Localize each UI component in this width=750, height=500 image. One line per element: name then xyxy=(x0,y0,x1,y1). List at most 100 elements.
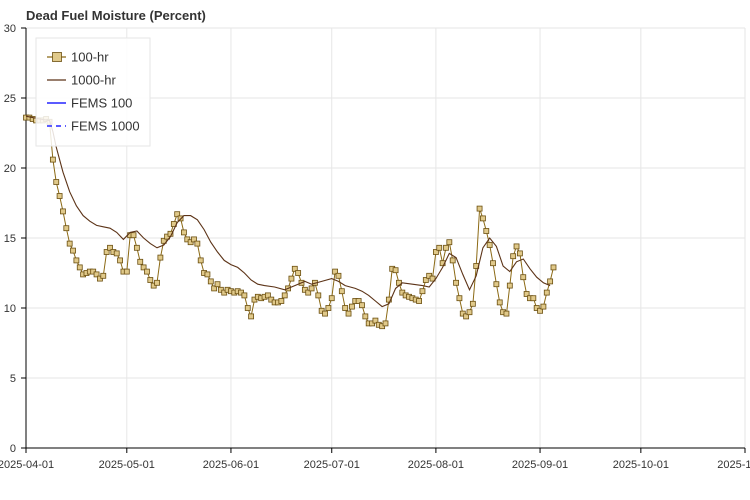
data-point xyxy=(332,268,339,275)
data-point xyxy=(140,264,147,271)
chart-title: Dead Fuel Moisture (Percent) xyxy=(26,8,206,23)
data-point xyxy=(537,307,543,314)
series-line-1000-hr xyxy=(25,115,551,308)
data-point xyxy=(66,240,73,247)
data-point xyxy=(443,244,449,251)
data-point xyxy=(133,244,140,251)
data-point xyxy=(523,291,530,297)
data-point xyxy=(449,257,456,264)
data-point xyxy=(416,298,422,304)
data-point xyxy=(63,225,70,232)
data-point xyxy=(345,310,352,317)
data-point xyxy=(362,313,369,320)
data-point xyxy=(295,270,302,276)
data-point xyxy=(496,299,503,306)
data-point xyxy=(469,300,476,307)
data-point xyxy=(56,193,63,199)
data-point xyxy=(446,239,453,246)
data-point xyxy=(456,295,463,302)
data-point xyxy=(160,237,167,244)
plot-area xyxy=(23,114,557,330)
data-point xyxy=(392,267,399,274)
data-point xyxy=(510,253,517,260)
y-tick-label: 30 xyxy=(4,23,16,35)
data-point xyxy=(147,277,154,283)
axes: 0 5 10 15 20 25 30 2025-04-01 2025-05-01 2025-06-… xyxy=(0,23,750,471)
data-point xyxy=(204,271,211,278)
data-point xyxy=(157,254,164,261)
legend-label: FEMS 1000 xyxy=(71,119,140,134)
data-point xyxy=(349,303,355,310)
data-point xyxy=(308,285,315,292)
data-point xyxy=(60,208,66,215)
data-point xyxy=(476,205,483,212)
data-point xyxy=(506,282,513,289)
data-point xyxy=(288,275,295,282)
data-point xyxy=(211,285,218,292)
data-point xyxy=(490,260,496,267)
data-point xyxy=(530,295,537,302)
data-point xyxy=(516,250,523,257)
data-point xyxy=(432,249,439,255)
data-point xyxy=(315,292,322,299)
data-point xyxy=(117,257,123,264)
data-point xyxy=(550,264,557,271)
data-point xyxy=(422,277,429,283)
data-point xyxy=(463,313,470,320)
data-point xyxy=(73,257,80,264)
data-point xyxy=(419,288,426,295)
data-point xyxy=(372,317,379,324)
x-tick-label: 2025-04-01 xyxy=(0,459,54,471)
data-point xyxy=(113,250,120,257)
y-tick-label: 15 xyxy=(4,233,16,245)
data-point xyxy=(382,320,389,327)
legend-label: FEMS 100 xyxy=(71,96,132,111)
data-point xyxy=(174,211,181,218)
data-point xyxy=(207,278,214,285)
x-tick-label: 2025-07-01 xyxy=(304,459,360,471)
data-point xyxy=(480,215,486,222)
data-point xyxy=(214,281,221,288)
data-point xyxy=(359,302,365,309)
data-point xyxy=(325,305,332,311)
grid xyxy=(25,27,746,449)
data-point xyxy=(520,274,527,281)
data-point xyxy=(265,292,271,299)
data-point xyxy=(181,229,187,236)
y-tick-label: 0 xyxy=(10,443,16,455)
y-tick-label: 25 xyxy=(4,93,16,105)
data-point xyxy=(76,264,83,271)
data-point xyxy=(93,271,100,278)
data-point xyxy=(305,289,312,296)
data-point xyxy=(453,279,459,286)
y-tick-label: 5 xyxy=(10,373,16,385)
data-point xyxy=(123,268,130,275)
data-point xyxy=(335,272,342,279)
data-point xyxy=(154,279,160,286)
data-point xyxy=(291,265,298,272)
data-point xyxy=(100,272,107,279)
data-point xyxy=(49,156,56,163)
data-point xyxy=(429,275,436,282)
data-point xyxy=(137,258,144,265)
data-point xyxy=(483,228,490,234)
data-point xyxy=(278,298,285,304)
data-point xyxy=(244,305,251,311)
data-point xyxy=(486,242,493,248)
series-line-100-hr xyxy=(26,117,554,327)
data-point xyxy=(322,310,328,317)
data-point xyxy=(191,236,197,243)
data-point xyxy=(503,310,510,317)
data-point xyxy=(144,268,150,275)
x-tick-label: 2025-10-01 xyxy=(613,459,669,471)
data-point xyxy=(197,257,204,264)
data-point xyxy=(53,179,60,185)
x-tick-label: 2025-09-01 xyxy=(512,459,568,471)
legend-box xyxy=(35,37,151,147)
data-point xyxy=(543,289,550,296)
y-tick-label: 20 xyxy=(4,163,16,175)
data-point xyxy=(328,295,335,302)
data-point xyxy=(194,240,201,247)
x-tick-label: 2025-11-01 xyxy=(717,459,750,471)
